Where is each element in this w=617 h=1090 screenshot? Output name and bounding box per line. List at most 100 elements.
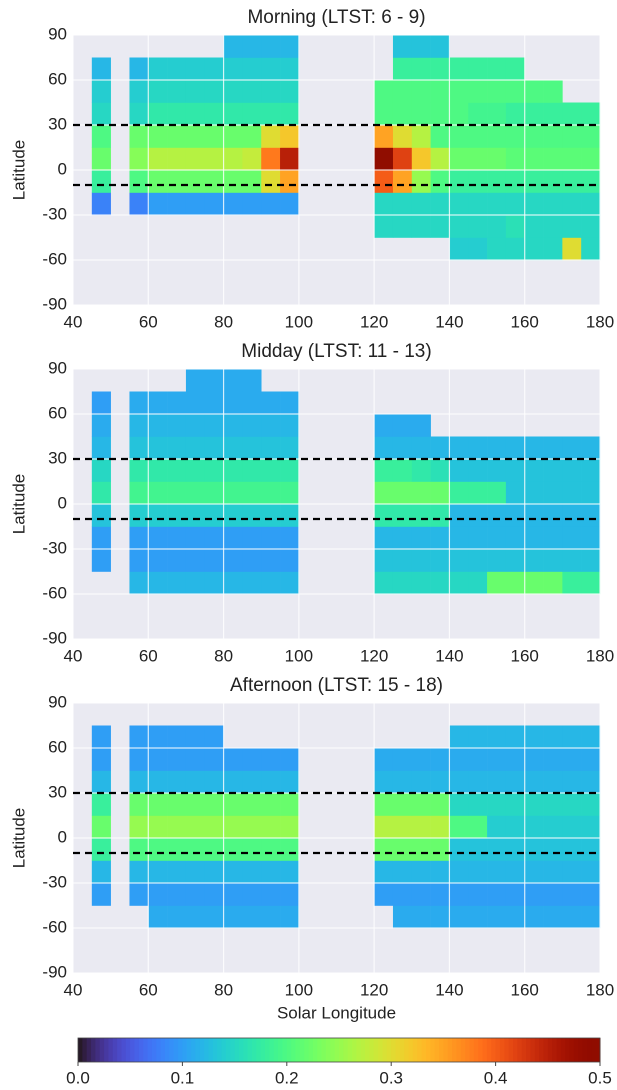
heatmap-cell: [505, 549, 526, 572]
heatmap-cell: [91, 793, 111, 816]
colorbar-swatch: [465, 1038, 470, 1062]
x-tick-label: 100: [285, 646, 313, 665]
heatmap-cell: [505, 748, 526, 771]
heatmap-cell: [524, 237, 544, 261]
heatmap-cell: [242, 192, 262, 216]
heatmap-cell: [468, 860, 488, 884]
x-tick-label: 40: [64, 646, 83, 665]
heatmap-cell: [167, 770, 187, 794]
heatmap-cell: [280, 391, 300, 415]
heatmap-cell: [167, 436, 187, 460]
heatmap-cell: [148, 725, 168, 749]
colorbar-swatch: [260, 1038, 266, 1062]
heatmap-cell: [468, 571, 488, 595]
heatmap-cell: [562, 905, 582, 929]
heatmap-cell: [392, 481, 413, 505]
heatmap-cell: [185, 883, 206, 906]
colorbar-swatch: [330, 1038, 336, 1062]
heatmap-cell: [487, 102, 507, 126]
heatmap-cell: [543, 192, 563, 216]
heatmap-cell: [223, 571, 243, 595]
colorbar-swatch: [256, 1038, 262, 1062]
y-tick-label: -90: [42, 962, 67, 981]
heatmap-cell: [392, 102, 413, 126]
colorbar-tick-label: 0.5: [588, 1068, 612, 1087]
heatmap-cell: [242, 748, 262, 771]
heatmap-cell: [185, 815, 206, 839]
heatmap-cell: [581, 725, 601, 749]
colorbar-swatch: [208, 1038, 214, 1062]
heatmap-cell: [148, 504, 168, 527]
heatmap-cell: [543, 170, 563, 193]
x-tick-label: 60: [139, 312, 158, 331]
heatmap-cell: [223, 436, 243, 460]
heatmap-cell: [204, 125, 224, 148]
colorbar-swatch: [508, 1038, 514, 1062]
heatmap-cell: [449, 838, 469, 861]
heatmap-cell: [374, 526, 394, 550]
heatmap-cell: [261, 549, 281, 572]
heatmap-cell: [543, 549, 563, 572]
colorbar-swatch: [112, 1038, 118, 1062]
heatmap-cell: [261, 860, 281, 884]
colorbar-swatch: [430, 1038, 436, 1062]
heatmap-cell: [411, 860, 431, 884]
heatmap-cell: [148, 102, 168, 126]
heatmap-cell: [148, 770, 168, 794]
heatmap-cell: [91, 102, 111, 126]
heatmap-cell: [487, 770, 507, 794]
y-tick-label: 90: [48, 358, 67, 377]
heatmap-cell: [543, 770, 563, 794]
heatmap-cell: [524, 192, 544, 216]
heatmap-cell: [91, 57, 111, 81]
heatmap-cell: [392, 80, 413, 103]
chart-title: Midday (LTST: 11 - 13): [241, 341, 431, 362]
heatmap-cell: [562, 549, 582, 572]
heatmap-cell: [392, 125, 413, 148]
heatmap-cell: [242, 369, 262, 392]
heatmap-cell: [505, 215, 526, 238]
heatmap-cell: [487, 237, 507, 261]
heatmap-cell: [392, 459, 413, 482]
heatmap-cell: [185, 57, 206, 81]
heatmap-cell: [129, 192, 149, 216]
heatmap-cell: [430, 748, 450, 771]
heatmap-cell: [543, 80, 563, 103]
heatmap-cell: [204, 526, 224, 550]
colorbar-swatch: [356, 1038, 362, 1062]
heatmap-cell: [167, 571, 187, 595]
heatmap-cell: [261, 838, 281, 861]
heatmap-cell: [223, 147, 243, 171]
heatmap-cell: [487, 57, 507, 81]
colorbar-swatch: [573, 1038, 579, 1062]
heatmap-cell: [505, 102, 526, 126]
heatmap-cell: [261, 793, 281, 816]
heatmap-cell: [242, 860, 262, 884]
heatmap-cell: [280, 35, 300, 58]
colorbar-swatch: [552, 1038, 557, 1062]
heatmap-cell: [505, 237, 526, 261]
colorbar-swatch: [526, 1038, 531, 1062]
heatmap-cell: [167, 414, 187, 437]
heatmap-cell: [487, 170, 507, 193]
colorbar-swatch: [426, 1038, 431, 1062]
y-tick-label: 0: [58, 827, 67, 846]
heatmap-cell: [411, 459, 431, 482]
heatmap-cell: [524, 793, 544, 816]
heatmap-cell: [167, 549, 187, 572]
heatmap-cell: [524, 215, 544, 238]
colorbar-swatch: [191, 1038, 196, 1062]
heatmap-cell: [204, 459, 224, 482]
heatmap-cell: [581, 905, 601, 929]
colorbar-swatch: [378, 1038, 383, 1062]
heatmap-cell: [524, 571, 544, 595]
heatmap-cell: [374, 838, 394, 861]
heatmap-cell: [280, 860, 300, 884]
heatmap-cell: [167, 860, 187, 884]
heatmap-cell: [242, 391, 262, 415]
heatmap-cell: [562, 436, 582, 460]
heatmap-cell: [261, 504, 281, 527]
colorbar-swatch: [182, 1038, 188, 1062]
heatmap-cell: [204, 436, 224, 460]
colorbar-swatch: [169, 1038, 175, 1062]
